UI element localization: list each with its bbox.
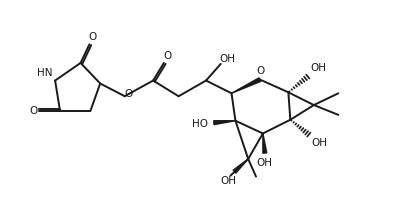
Text: OH: OH bbox=[220, 175, 237, 186]
Polygon shape bbox=[233, 159, 248, 173]
Polygon shape bbox=[263, 134, 267, 153]
Text: O: O bbox=[163, 51, 172, 61]
Text: OH: OH bbox=[312, 138, 328, 148]
Text: O: O bbox=[30, 106, 38, 116]
Text: O: O bbox=[257, 66, 265, 76]
Text: OH: OH bbox=[257, 158, 273, 168]
Text: HN: HN bbox=[37, 68, 52, 78]
Text: OH: OH bbox=[220, 54, 235, 64]
Text: OH: OH bbox=[311, 63, 327, 73]
Polygon shape bbox=[214, 121, 235, 125]
Text: O: O bbox=[124, 89, 133, 99]
Text: HO: HO bbox=[192, 119, 208, 129]
Polygon shape bbox=[232, 78, 261, 93]
Text: O: O bbox=[88, 32, 97, 42]
